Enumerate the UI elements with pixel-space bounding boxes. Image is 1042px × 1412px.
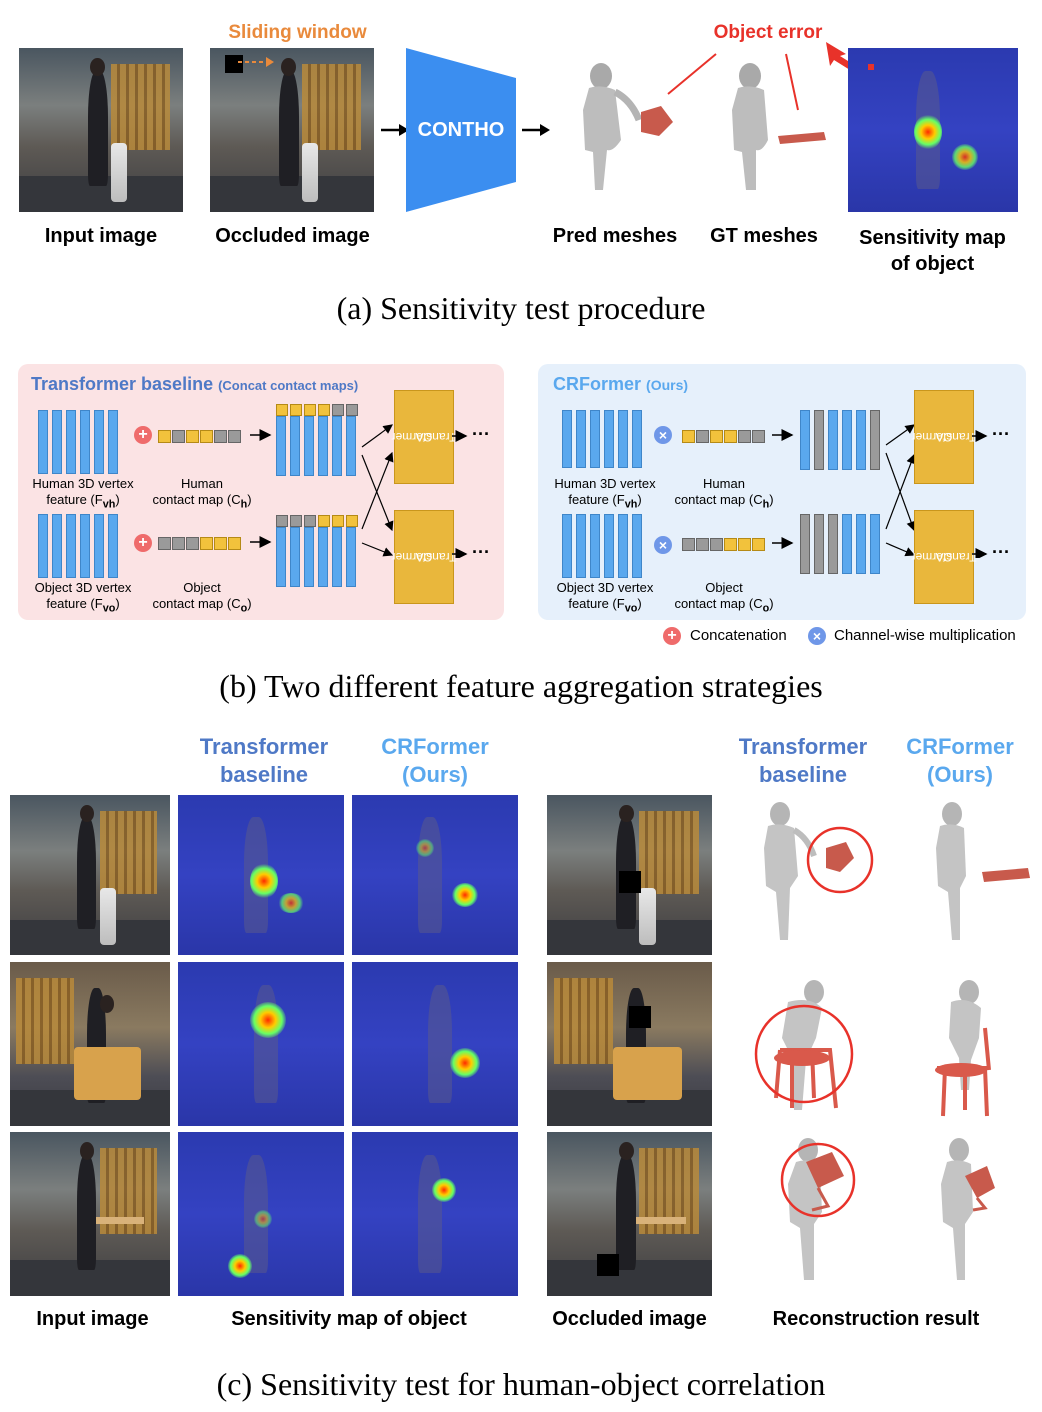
- reconstruction-ours-row1: [936, 802, 1030, 940]
- crformer-title-text: CRFormer: [553, 374, 642, 394]
- pred-mesh: [583, 63, 673, 190]
- input-image-label-c: Input image: [36, 1308, 149, 1330]
- sensitivity-map-label-1: Sensitivity map: [859, 227, 1006, 249]
- reconstruction-ours-row3: [941, 1138, 995, 1280]
- hdr-baseline-right: Transformer baseline: [738, 734, 868, 787]
- crformer-arrows: [772, 424, 916, 557]
- reconstruction-baseline-row2: [754, 980, 854, 1110]
- baseline-human-cm-label: Human contact map (Ch): [152, 476, 252, 511]
- sensitivity-map-label-2: of object: [890, 253, 975, 275]
- caption-a: (a) Sensitivity test procedure: [336, 290, 706, 326]
- arrow-to-contho: [381, 124, 409, 136]
- crformer-out-arrows: [972, 430, 988, 558]
- input-image-row3: [10, 1132, 170, 1296]
- baseline-object-feature-label: Object 3D vertex feature (Fvo): [34, 580, 132, 615]
- hdr-ours-left: CRFormer (Ours): [381, 734, 489, 787]
- crformer-object-cm-label: Object contact map (Co): [674, 580, 774, 615]
- occluded-image-label-a: Occluded image: [215, 225, 370, 247]
- input-image-label-a: Input image: [44, 225, 158, 247]
- arrow-from-contho: [522, 124, 550, 136]
- occluded-image-row2: [547, 962, 712, 1126]
- hdr-ours-right: CRFormer (Ours): [906, 734, 1014, 787]
- legend-concat-label: Concatenation: [690, 627, 787, 644]
- reconstruction-baseline-row3: [780, 1138, 856, 1280]
- multiply-icon-1: ×: [654, 426, 672, 444]
- baseline-ca-transformer-2: CA Transformer: [392, 510, 456, 604]
- reconstruction-label: Reconstruction result: [772, 1308, 980, 1330]
- reconstruction-baseline-row1: [764, 802, 874, 940]
- object-error-label: Object error: [713, 22, 823, 43]
- sliding-arrow: [238, 57, 274, 67]
- sensitivity-map-label-c: Sensitivity map of object: [231, 1308, 467, 1330]
- legend-mult-label: Channel-wise multiplication: [834, 627, 1016, 644]
- crformer-ca-transformer-1: CA Transformer: [912, 390, 976, 484]
- sensitivity-map-a: [848, 48, 1018, 212]
- occluded-image-row1: [547, 795, 712, 955]
- contho-block: [406, 48, 516, 212]
- input-image-row2: [10, 962, 170, 1126]
- hdr-baseline-left: Transformer baseline: [199, 734, 329, 787]
- occluded-image-label-c: Occluded image: [552, 1308, 707, 1330]
- sliding-window-label: Sliding window: [228, 22, 367, 43]
- occluded-image-a: [210, 48, 374, 212]
- baseline-sensitivity-row2: [178, 962, 344, 1126]
- crformer-ca-transformer-2: CA Transformer: [912, 510, 976, 604]
- baseline-ellipsis-1: ···: [472, 424, 490, 444]
- ours-sensitivity-row3: [352, 1132, 518, 1296]
- crformer-human-cm-label: Human contact map (Ch): [674, 476, 774, 511]
- concat-icon-2: +: [134, 534, 152, 552]
- baseline-title: Transformer baseline (Concat contact map…: [31, 374, 358, 395]
- legend-mult-icon: ×: [808, 627, 826, 645]
- error-lines: [667, 42, 856, 111]
- input-image-a: [19, 48, 183, 212]
- ours-sensitivity-row1: [352, 795, 518, 955]
- pred-meshes-label: Pred meshes: [552, 225, 678, 247]
- occluded-image-row3: [547, 1132, 712, 1296]
- caption-b: (b) Two different feature aggregation st…: [219, 668, 823, 704]
- baseline-ellipsis-2: ···: [472, 542, 490, 562]
- crformer-subtitle: (Ours): [646, 377, 689, 393]
- concat-icon-1: +: [134, 426, 152, 444]
- baseline-object-cm-label: Object contact map (Co): [152, 580, 252, 615]
- baseline-human-feature-label: Human 3D vertex feature (Fvh): [32, 476, 134, 511]
- multiply-icon-2: ×: [654, 536, 672, 554]
- baseline-ca-transformer-1: CA Transformer: [392, 390, 456, 484]
- gt-mesh: [732, 63, 826, 190]
- baseline-title-text: Transformer baseline: [31, 374, 214, 394]
- reconstruction-ours-row2: [935, 980, 991, 1117]
- crformer-ellipsis-2: ···: [992, 542, 1010, 562]
- crformer-object-feature-label: Object 3D vertex feature (Fvo): [556, 580, 654, 615]
- crformer-ellipsis-1: ···: [992, 424, 1010, 444]
- baseline-subtitle: (Concat contact maps): [218, 378, 359, 393]
- input-image-row1: [10, 795, 170, 955]
- legend-concat-icon: +: [663, 627, 681, 645]
- baseline-out-arrows: [452, 430, 468, 558]
- baseline-sensitivity-row1: [178, 795, 344, 955]
- gt-meshes-label: GT meshes: [710, 225, 818, 247]
- baseline-arrows: [250, 424, 394, 557]
- ours-sensitivity-row2: [352, 962, 518, 1126]
- occlusion-square: [225, 55, 243, 73]
- caption-c: (c) Sensitivity test for human-object co…: [216, 1366, 826, 1402]
- baseline-sensitivity-row3: [178, 1132, 344, 1296]
- crformer-title: CRFormer (Ours): [553, 374, 688, 395]
- crformer-human-feature-label: Human 3D vertex feature (Fvh): [554, 476, 656, 511]
- contho-label: CONTHO: [417, 119, 505, 141]
